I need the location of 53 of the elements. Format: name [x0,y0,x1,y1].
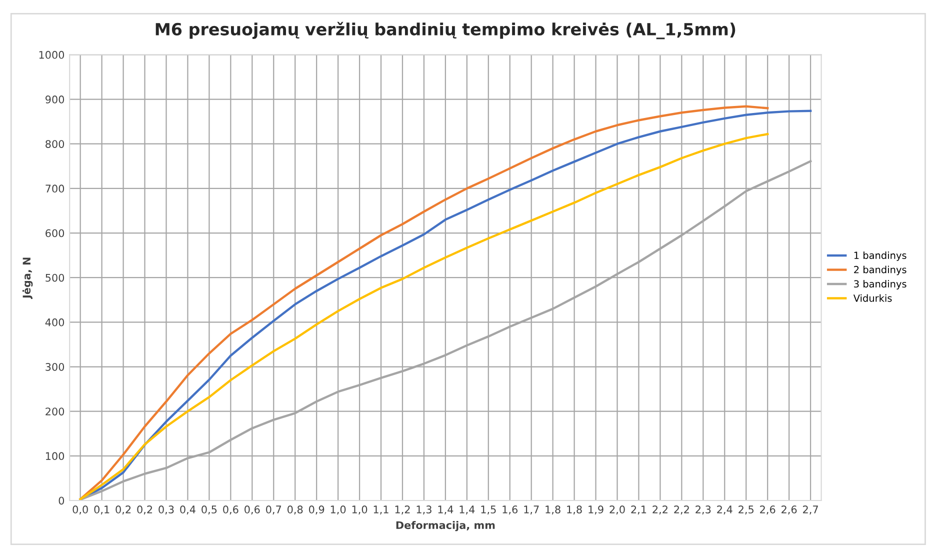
x-tick-label: 1,4 [460,506,475,514]
x-tick-label: 2,2 [674,506,689,514]
x-tick-label: 0,2 [116,506,131,514]
x-tick-label: 1,5 [481,506,496,514]
x-tick-label: 2,5 [738,506,754,514]
legend-label: 1 bandinys [854,251,906,261]
x-tick-label: 0,7 [266,506,282,514]
y-tick-label: 900 [46,96,64,104]
y-tick-label: 500 [46,274,64,282]
x-tick-label: 0,6 [223,506,238,514]
y-tick-label: 0 [58,496,64,505]
legend-label: Vidurkis [853,294,892,302]
x-tick-label: 2,3 [696,506,711,514]
x-tick-label: 0,2 [137,506,152,514]
y-tick-label: 1000 [39,50,64,59]
y-tick-label: 200 [46,408,64,416]
x-tick-label: 2,0 [610,506,625,514]
x-tick-label: 0,6 [244,506,260,514]
x-tick-label: 0,5 [202,506,217,514]
legend-label: 3 bandinys [854,280,906,290]
legend-label: 2 bandinys [854,266,906,276]
y-tick-label: 800 [46,140,64,148]
x-tick-label: 1,8 [567,506,582,514]
x-tick-label: 2,6 [760,506,776,514]
x-tick-label: 0,3 [158,506,174,514]
x-tick-label: 2,4 [717,506,732,514]
x-tick-label: 0,1 [94,506,110,514]
y-tick-label: 700 [46,184,64,193]
x-tick-label: 1,9 [588,506,604,514]
x-tick-label: 0,9 [308,506,324,514]
x-tick-label: 1,0 [352,506,368,514]
x-tick-label: 0,4 [180,506,196,514]
x-tick-label: 2,6 [782,506,797,514]
y-tick-label: 300 [46,362,64,371]
x-tick-label: 2,1 [631,506,646,514]
x-tick-label: 1,4 [438,506,454,514]
x-tick-label: 0,0 [72,506,88,514]
y-tick-label: 100 [46,452,64,460]
x-tick-label: 2,2 [652,506,668,514]
chart-title: M6 presuojamų veržlių bandinių tempimo kreivės (AL_1,5mm) [156,22,736,40]
x-tick-label: 0,8 [288,506,303,514]
x-tick-label: 1,1 [374,506,388,514]
x-tick-label: 1,7 [524,506,539,514]
x-tick-label: 1,0 [330,506,346,514]
y-axis-title: Jėga, N [22,258,33,300]
x-tick-label: 2,7 [803,506,818,514]
x-tick-label: 1,6 [502,506,518,514]
x-axis-title: Deformacija, mm [396,521,495,532]
x-tick-label: 1,3 [416,506,432,514]
x-tick-label: 1,2 [395,506,410,514]
y-tick-label: 400 [45,318,64,326]
y-tick-label: 600 [46,229,64,238]
x-tick-label: 1,8 [546,506,560,514]
